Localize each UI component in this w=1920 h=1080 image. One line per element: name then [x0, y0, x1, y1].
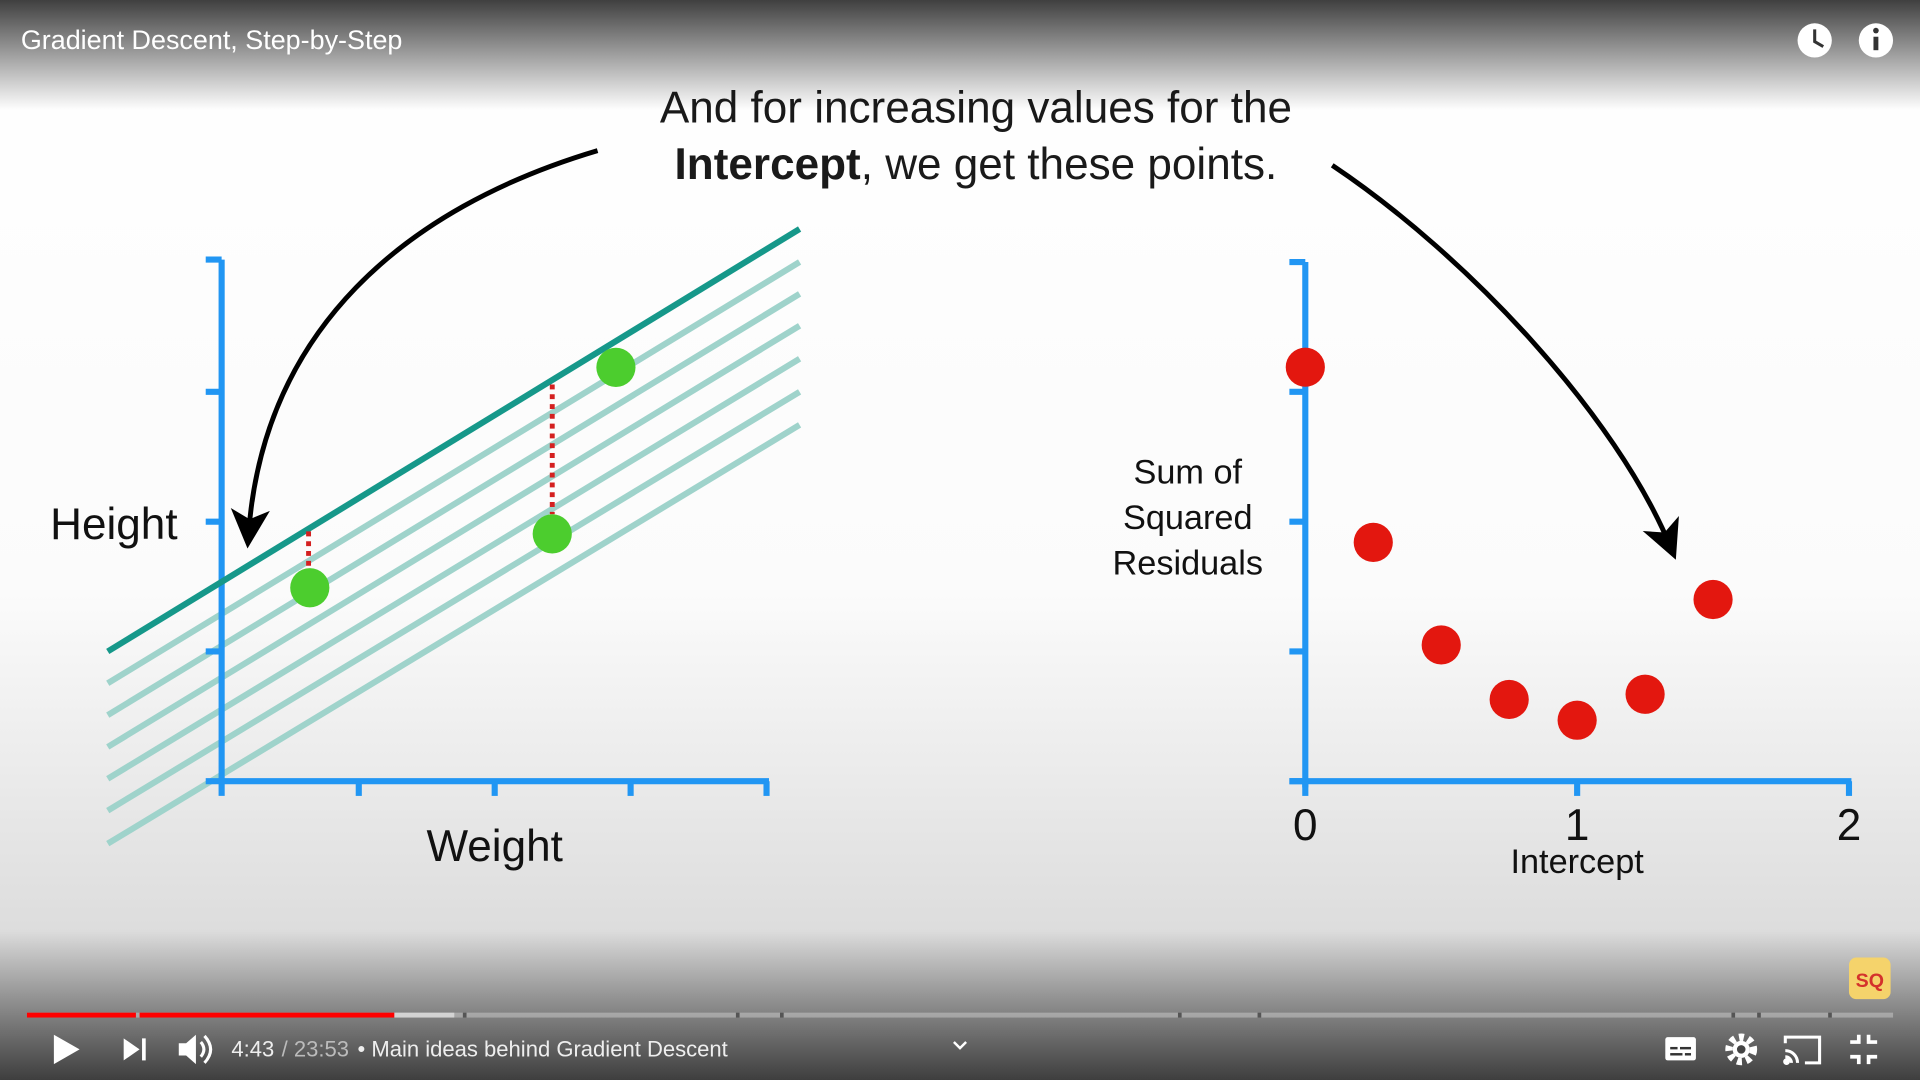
data-point — [1557, 700, 1597, 740]
settings-button[interactable] — [1725, 1033, 1758, 1066]
time-total: / 23:53 — [282, 1037, 349, 1062]
cast-button[interactable] — [1783, 1035, 1822, 1065]
video-title[interactable]: Gradient Descent, Step-by-Step — [21, 25, 403, 55]
svg-text:SQ: SQ — [1856, 970, 1884, 992]
axis-label: Squared — [1123, 499, 1253, 537]
exit-fullscreen-button[interactable] — [1850, 1034, 1878, 1065]
data-point — [1285, 347, 1325, 387]
play-button[interactable] — [53, 1034, 80, 1065]
caption-bold: Intercept — [675, 140, 861, 189]
chart: 0 1 2 Intercept Sum of Squared Residuals — [1113, 258, 1862, 881]
data-point — [1693, 579, 1733, 620]
subtitles-button[interactable] — [1665, 1037, 1696, 1061]
channel-watermark[interactable]: SQ — [1848, 957, 1891, 1000]
axis-label: Height — [50, 500, 177, 549]
arrow — [230, 148, 599, 549]
progress-bar[interactable] — [26, 1012, 1894, 1018]
watch-later-button[interactable] — [1797, 23, 1832, 58]
caption-rest: , we get these points. — [861, 140, 1278, 189]
axis-label: Intercept — [1510, 843, 1644, 881]
axis-label: Residuals — [1113, 544, 1263, 582]
bottom-gradient — [0, 930, 1920, 1080]
volume-button[interactable] — [178, 1034, 213, 1065]
axis-label: Weight — [426, 822, 562, 871]
left-diagram — [106, 226, 802, 847]
x-tick-label: 1 — [1565, 801, 1590, 850]
data-point — [1421, 625, 1461, 665]
data-point — [1489, 679, 1529, 720]
data-point — [1625, 674, 1665, 714]
axis-label: Sum of — [1133, 454, 1242, 492]
next-button[interactable] — [123, 1038, 146, 1061]
top-gradient — [0, 0, 1920, 111]
arrow — [1330, 163, 1679, 560]
chapter-title[interactable]: • Main ideas behind Gradient Descent — [358, 1037, 728, 1062]
info-button[interactable] — [1858, 23, 1894, 58]
chapter-chevron[interactable] — [953, 1041, 967, 1050]
caption-line: Intercept, we get these points. — [675, 140, 1278, 189]
x-tick-label: 2 — [1837, 801, 1862, 850]
x-tick-label: 0 — [1293, 801, 1318, 850]
data-point — [1353, 522, 1393, 562]
time-current: 4:43 — [231, 1037, 274, 1062]
